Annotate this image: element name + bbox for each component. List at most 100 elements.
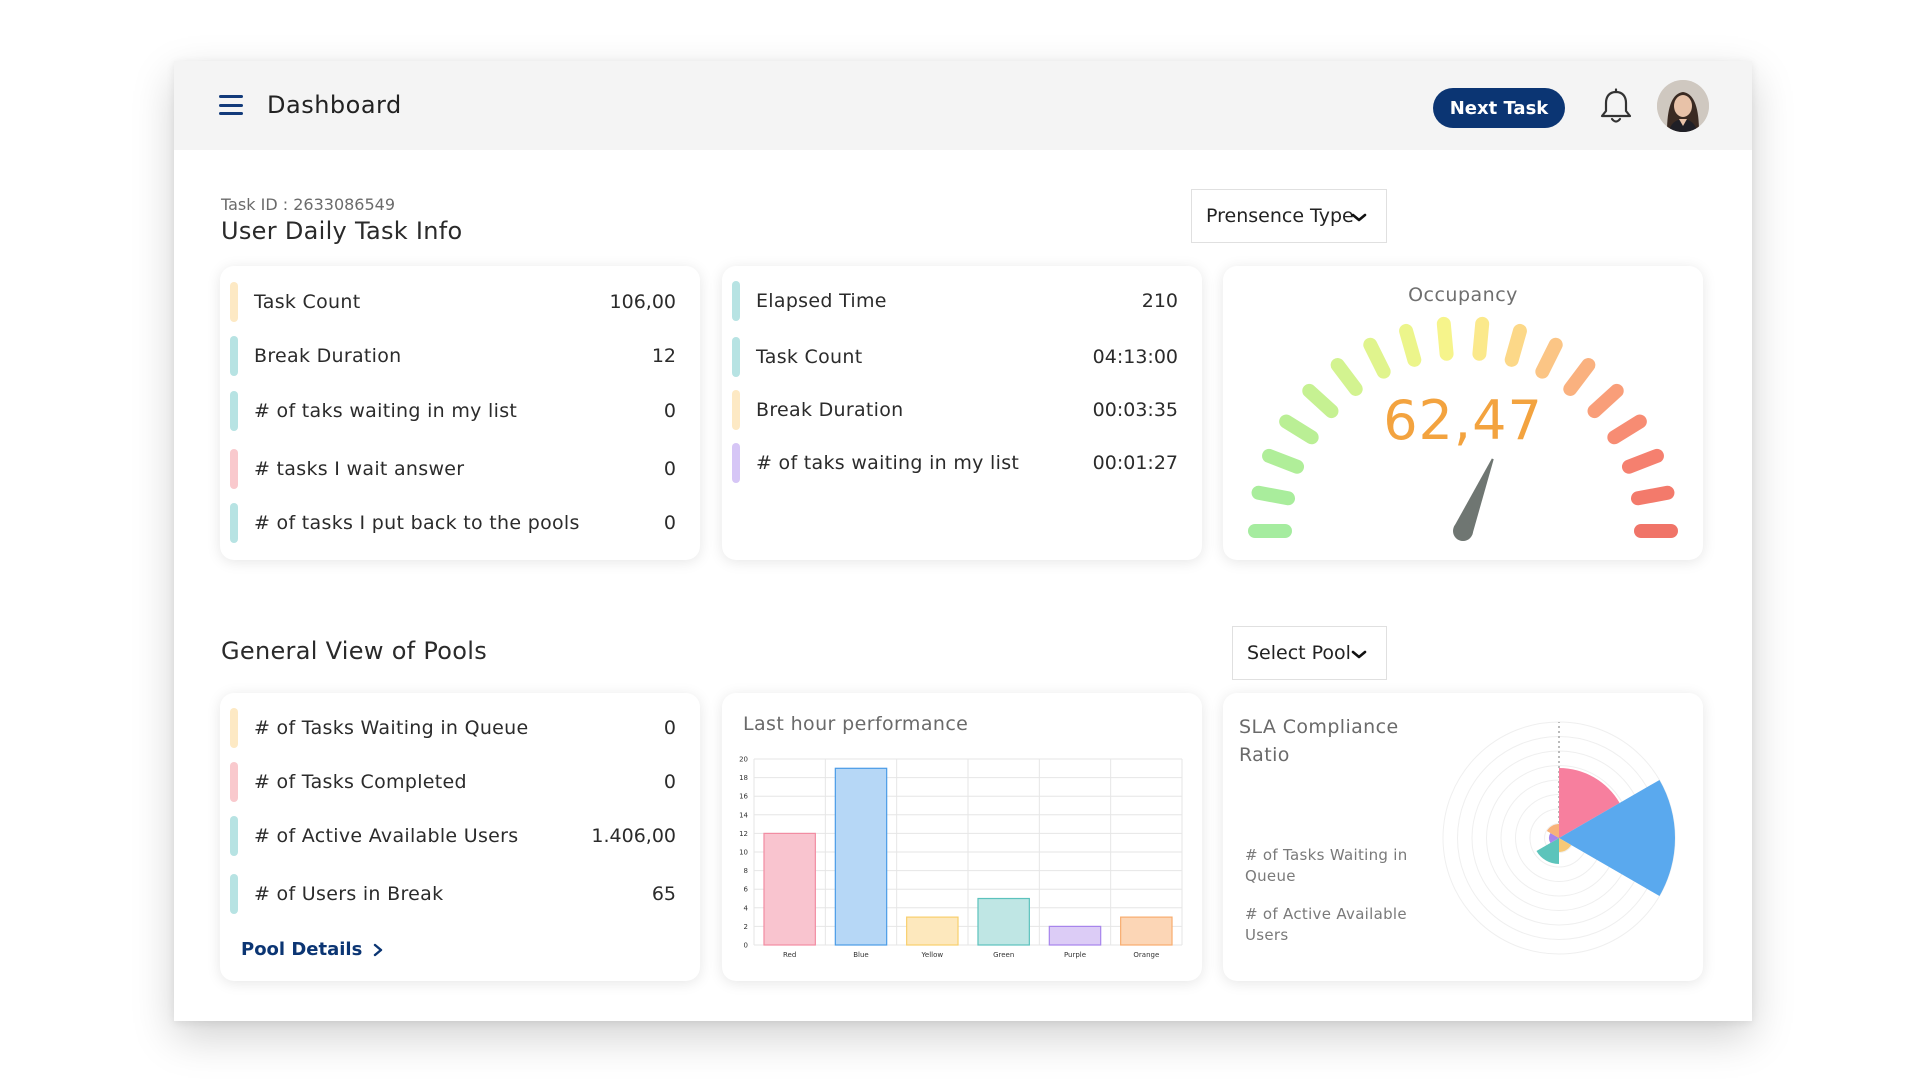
chevron-right-icon (374, 943, 383, 956)
performance-card: Last hour performance 0 2 4 6 8 10 12 14 16 18 20 R… (722, 693, 1202, 981)
gauge-tick (1535, 337, 1563, 379)
stat-row-value: 0 (663, 400, 676, 422)
pools-title: General View of Pools (221, 637, 488, 665)
stat-row-value: 210 (1141, 290, 1178, 312)
next-task-button[interactable]: Next Task (1433, 88, 1565, 128)
polar-segment (1536, 838, 1559, 864)
stat-row-value: 0 (663, 771, 676, 793)
task-id: Task ID : 2633086549 (221, 195, 396, 214)
chart-bar (1120, 916, 1173, 946)
stat-row: # tasks I wait answer 0 (230, 449, 676, 489)
stat-row-value: 04:13:00 (1092, 346, 1178, 368)
gauge-tick (1251, 485, 1296, 506)
gauge-tick (1630, 485, 1675, 506)
stat-row-label: # of Active Available Users (254, 825, 519, 847)
chart-bar (1048, 925, 1102, 946)
select-pool-label: Select Pool (1247, 642, 1351, 664)
stat-row-indicator (230, 449, 238, 489)
stat-row-label: # of Users in Break (254, 883, 444, 905)
stat-row: # of taks waiting in my list 0 (230, 391, 676, 431)
stat-row-label: # of tasks I put back to the pools (254, 512, 580, 534)
occupancy-card: Occupancy 62,47 (1223, 266, 1703, 560)
pool-details-link[interactable]: Pool Details (241, 939, 384, 960)
stat-row-indicator (230, 816, 238, 856)
stat-row-indicator (230, 874, 238, 914)
x-tick-label: Green (993, 951, 1014, 959)
stat-row: # of Tasks Completed 0 (230, 762, 676, 802)
x-tick-label: Red (783, 951, 796, 959)
stat-row-label: # of taks waiting in my list (756, 452, 1020, 474)
chart-bar (906, 916, 959, 946)
stat-row-label: Elapsed Time (756, 290, 887, 312)
stat-row-value: 0 (663, 512, 676, 534)
gauge-tick (1563, 358, 1596, 396)
pool-stats-card: # of Tasks Waiting in Queue 0 # of Tasks … (220, 693, 700, 981)
stat-row-label: # of taks waiting in my list (254, 400, 518, 422)
occupancy-title: Occupancy (1408, 284, 1518, 306)
polar-segment (1546, 824, 1559, 838)
page-title: Dashboard (267, 91, 402, 119)
y-tick-label: 18 (739, 774, 748, 782)
stat-row-label: # tasks I wait answer (254, 458, 465, 480)
select-pool-dropdown[interactable]: Select Pool (1232, 626, 1387, 680)
gauge-tick (1587, 383, 1624, 419)
y-tick-label: 8 (744, 867, 748, 875)
user-avatar[interactable] (1657, 80, 1709, 132)
presence-type-dropdown[interactable]: Prensence Type (1191, 189, 1387, 243)
sla-card: SLA Compliance Ratio # of Tasks Waiting … (1223, 693, 1703, 981)
gauge-tick (1621, 448, 1664, 474)
chart-bar (834, 767, 888, 946)
stat-row: Task Count 106,00 (230, 282, 676, 322)
x-tick-label: Orange (1133, 951, 1159, 959)
y-tick-label: 12 (739, 830, 748, 838)
y-tick-label: 0 (744, 942, 748, 950)
sla-legend-item: # of Tasks Waiting in Queue (1245, 846, 1408, 885)
y-tick-label: 16 (739, 793, 748, 801)
stat-row-indicator (230, 391, 238, 431)
top-bar: Dashboard Next Task (174, 61, 1752, 150)
bell-icon[interactable] (1599, 88, 1633, 126)
stat-row-value: 106,00 (609, 291, 676, 313)
gauge-tick (1504, 323, 1527, 367)
stat-row: # of Tasks Waiting in Queue 0 (230, 708, 676, 748)
chevron-down-icon (1351, 213, 1367, 222)
stat-row-value: 0 (663, 458, 676, 480)
chart-bar (763, 832, 816, 946)
stat-row-indicator (230, 336, 238, 376)
menu-icon[interactable] (219, 95, 243, 115)
daily-stats-card: Task Count 106,00 Break Duration 12 # of t… (220, 266, 700, 560)
time-stats-card: Elapsed Time 210 Task Count 04:13:00 Break… (722, 266, 1202, 560)
chart-bar (977, 897, 1030, 946)
stat-row-label: Task Count (254, 291, 361, 313)
stat-row-indicator (732, 337, 740, 377)
sla-polar-chart (1442, 721, 1676, 955)
pool-details-label: Pool Details (241, 939, 363, 960)
stat-row-indicator (732, 390, 740, 430)
gauge-tick (1262, 448, 1305, 474)
stat-row-value: 1.406,00 (591, 825, 676, 847)
polar-segment (1559, 768, 1620, 838)
y-tick-label: 20 (739, 756, 748, 764)
stat-row-indicator (230, 708, 238, 748)
polar-segment (1559, 780, 1675, 896)
daily-task-title: User Daily Task Info (221, 217, 463, 245)
polar-segment (1559, 838, 1572, 852)
stat-row: Elapsed Time 210 (732, 281, 1178, 321)
y-tick-label: 4 (744, 904, 749, 912)
stat-row-value: 0 (663, 717, 676, 739)
x-tick-label: Yellow (921, 951, 944, 959)
stat-row-indicator (230, 282, 238, 322)
stat-row-label: Task Count (756, 346, 863, 368)
y-tick-label: 6 (744, 886, 749, 894)
app-window: Dashboard Next Task Task ID : 2633086549… (174, 61, 1752, 1021)
stat-row-value: 12 (651, 345, 676, 367)
stat-row: # of Active Available Users 1.406,00 (230, 816, 676, 856)
stat-row-label: Break Duration (254, 345, 402, 367)
stat-row-label: # of Tasks Waiting in Queue (254, 717, 529, 739)
stat-row: # of taks waiting in my list 00:01:27 (732, 443, 1178, 483)
stat-row: Break Duration 00:03:35 (732, 390, 1178, 430)
presence-type-label: Prensence Type (1206, 205, 1354, 227)
occupancy-value: 62,47 (1383, 389, 1543, 452)
stat-row-indicator (230, 503, 238, 543)
performance-bar-chart: 0 2 4 6 8 10 12 14 16 18 20 Red Blue Yellow Green Purpl… (739, 756, 1183, 959)
